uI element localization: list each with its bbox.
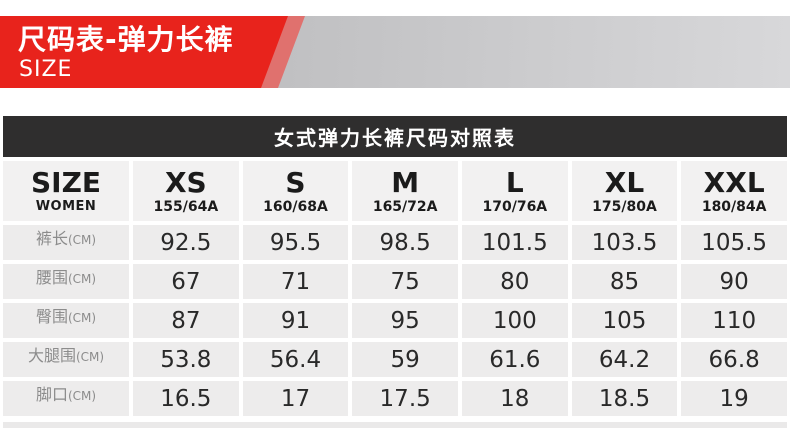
size-name: XXL [703, 165, 765, 199]
table-title-bar: 女式弹力长裤尺码对照表 [3, 116, 787, 157]
table-cell: 19 [681, 381, 787, 416]
banner-red-block [0, 16, 288, 88]
table-cell: 18.5 [571, 381, 678, 416]
size-name: M [391, 165, 420, 199]
size-name: S [285, 165, 306, 199]
table-cell: 98.5 [352, 225, 458, 260]
table-cell: 87 [133, 303, 239, 338]
table-cell: 95 [352, 303, 458, 338]
size-spec: 160/68A [263, 198, 328, 215]
table-cell: 85 [571, 264, 678, 299]
table-cell: 56.4 [242, 342, 349, 377]
table-cell: 90 [681, 264, 787, 299]
header-cell-xs: XS 155/64A [133, 161, 239, 221]
table-cell: 75 [352, 264, 458, 299]
table-cell: 61.6 [461, 342, 568, 377]
size-spec: 175/80A [592, 198, 657, 215]
table-cell: 100 [461, 303, 568, 338]
size-table: SIZE WOMEN XS 155/64A S 160/68A M 165/72… [3, 161, 787, 416]
table-cell: 16.5 [133, 381, 239, 416]
size-spec: 165/72A [372, 198, 438, 215]
row-label-pant-length: 裤长 (CM) [3, 225, 129, 260]
bottom-divider [3, 422, 787, 428]
table-cell: 17 [242, 381, 349, 416]
size-name: XS [164, 165, 207, 199]
table-cell: 105 [571, 303, 678, 338]
banner-gray-stripe [277, 16, 790, 88]
row-label-thigh: 大腿围 (CM) [3, 342, 129, 377]
table-cell: 101.5 [461, 225, 568, 260]
table-cell: 110 [681, 303, 787, 338]
table-cell: 105.5 [681, 225, 787, 260]
table-cell: 80 [461, 264, 568, 299]
row-label-leg-opening: 脚口 (CM) [3, 381, 129, 416]
table-cell: 18 [461, 381, 568, 416]
table-cell: 66.8 [681, 342, 787, 377]
header-cell-xl: XL 175/80A [571, 161, 678, 221]
header-women-label: WOMEN [35, 199, 97, 214]
row-label-waist: 腰围 (CM) [3, 264, 129, 299]
header-cell-l: L 170/76A [461, 161, 568, 221]
table-cell: 59 [352, 342, 458, 377]
table-cell: 64.2 [571, 342, 678, 377]
header-cell-m: M 165/72A [352, 161, 458, 221]
table-cell: 103.5 [571, 225, 678, 260]
header-size-label: SIZE [30, 166, 101, 199]
table-cell: 71 [242, 264, 349, 299]
header-cell-size-women: SIZE WOMEN [3, 161, 129, 221]
banner-title: 尺码表-弹力长裤 [18, 23, 234, 56]
size-spec: 180/84A [701, 198, 767, 215]
header-cell-s: S 160/68A [242, 161, 349, 221]
table-cell: 91 [242, 303, 349, 338]
table-cell: 17.5 [352, 381, 458, 416]
banner-subtitle: SIZE [19, 57, 73, 82]
row-label-hip: 臀围 (CM) [3, 303, 129, 338]
banner: 尺码表-弹力长裤 SIZE [0, 16, 790, 88]
size-spec: 155/64A [153, 198, 219, 215]
size-name: XL [604, 165, 645, 199]
table-cell: 53.8 [133, 342, 239, 377]
table-title: 女式弹力长裤尺码对照表 [274, 126, 516, 150]
table-cell: 92.5 [133, 225, 239, 260]
size-spec: 170/76A [482, 198, 548, 215]
table-cell: 67 [133, 264, 239, 299]
table-cell: 95.5 [242, 225, 349, 260]
header-cell-xxl: XXL 180/84A [681, 161, 787, 221]
size-name: L [505, 165, 524, 199]
